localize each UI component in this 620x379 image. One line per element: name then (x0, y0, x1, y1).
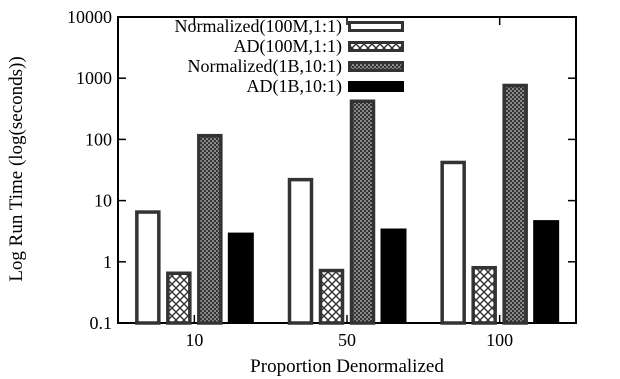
legend-label: AD(1B,10:1) (247, 76, 343, 97)
legend-swatch-hollow (348, 21, 404, 32)
y-tick-label: 100 (85, 129, 112, 149)
y-tick-label: 1000 (76, 68, 112, 88)
bar-hollow-50 (287, 177, 314, 325)
bar-dense-dots-50 (349, 99, 376, 325)
bar-hollow-10 (135, 210, 161, 325)
y-tick-label: 1 (103, 252, 112, 272)
legend-label: Normalized(1B,10:1) (188, 56, 342, 77)
bar-solid-50 (380, 228, 407, 323)
legend-swatch-dense-dots (348, 61, 404, 72)
y-tick-label: 0.1 (90, 313, 113, 333)
bar-solid-100 (533, 220, 560, 323)
y-tick-label: 10000 (67, 7, 112, 27)
legend-label: AD(100M,1:1) (234, 36, 343, 57)
y-tick-label: 10 (94, 191, 112, 211)
x-tick-label: 50 (338, 330, 356, 350)
bar-dense-dots-10 (197, 133, 223, 325)
legend: Normalized(100M,1:1)AD(100M,1:1)Normaliz… (175, 16, 404, 97)
plot-axes: 0.1 1 10 100 1000 10000 10 50 100 (67, 7, 577, 350)
bar-crosshatch-100 (471, 265, 497, 325)
legend-label: Normalized(100M,1:1) (175, 16, 342, 37)
y-axis-label: Log Run Time (log(seconds)) (6, 56, 27, 281)
legend-swatch-solid (348, 81, 404, 92)
x-tick-label: 10 (185, 330, 203, 350)
x-tick-label: 100 (486, 330, 513, 350)
x-axis-label: Proportion Denormalized (250, 356, 444, 377)
bar-crosshatch-10 (166, 271, 192, 325)
bar-crosshatch-50 (318, 268, 345, 325)
bar-solid-10 (227, 232, 254, 323)
bars-layer (135, 83, 560, 325)
bar-hollow-100 (440, 160, 466, 325)
bar-dense-dots-100 (502, 83, 528, 325)
legend-swatch-crosshatch (348, 41, 404, 52)
